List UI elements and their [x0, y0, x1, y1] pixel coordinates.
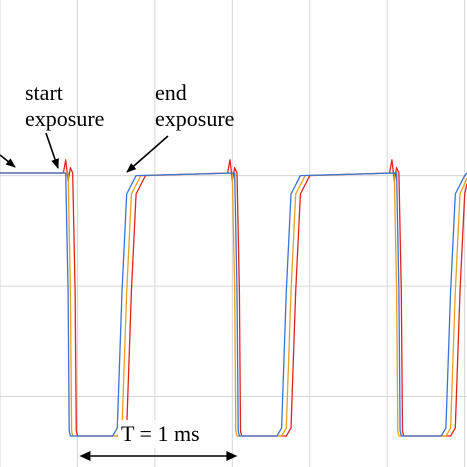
annotation-start-line-2: exposure	[25, 106, 104, 131]
period-label: T = 1 ms	[121, 421, 200, 446]
left-edge-arrow	[0, 154, 16, 168]
annotation-end-exposure: end exposure	[126, 80, 234, 173]
annotation-end-line-1: end	[155, 80, 187, 105]
annotation-start-line-1: start	[25, 80, 63, 105]
end-exposure-arrow	[126, 135, 169, 173]
period-label-background	[118, 420, 214, 448]
series-line-3	[0, 172, 467, 437]
annotation-end-line-2: exposure	[155, 106, 234, 131]
start-exposure-arrow	[45, 132, 59, 169]
series-line-1	[0, 159, 467, 437]
period-double-arrow	[79, 451, 238, 461]
annotation-period: T = 1 ms	[79, 420, 238, 461]
period-arrow-left-head	[79, 451, 91, 461]
annotation-start-exposure: start exposure	[25, 80, 104, 169]
traces	[0, 159, 467, 437]
period-arrow-right-head	[226, 451, 238, 461]
